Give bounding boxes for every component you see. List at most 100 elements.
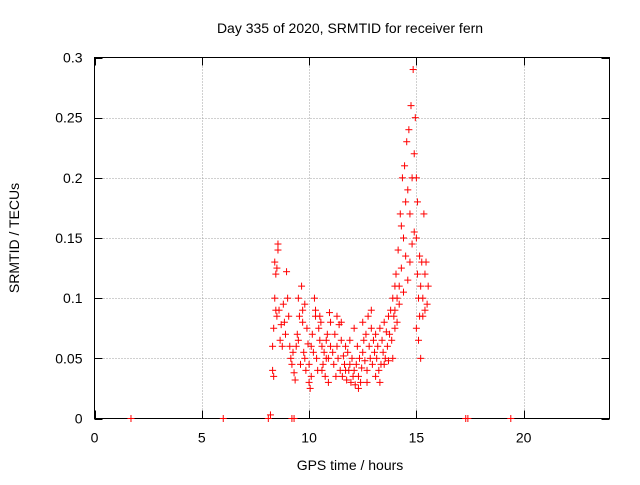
data-point — [391, 306, 399, 314]
data-point — [404, 186, 412, 194]
data-point — [391, 324, 399, 332]
data-point — [318, 366, 326, 374]
data-point — [423, 300, 431, 308]
data-point — [279, 300, 287, 308]
data-point — [329, 348, 337, 356]
data-point — [305, 360, 313, 368]
data-point — [276, 336, 284, 344]
data-point — [392, 270, 400, 278]
data-point — [330, 360, 338, 368]
data-point — [294, 294, 302, 302]
data-point — [291, 376, 299, 384]
data-point — [416, 252, 424, 260]
data-point — [333, 342, 341, 350]
data-point — [412, 174, 420, 182]
data-point — [331, 330, 339, 338]
data-point — [286, 342, 294, 350]
data-point — [359, 348, 367, 356]
data-point — [275, 306, 283, 314]
data-point — [271, 258, 279, 266]
data-point — [424, 282, 432, 290]
data-point — [404, 276, 412, 284]
x-tick-label: 0 — [91, 430, 99, 446]
data-point — [422, 258, 430, 266]
data-point — [266, 411, 274, 419]
data-point — [358, 364, 366, 372]
data-point — [322, 336, 330, 344]
data-point — [299, 318, 307, 326]
data-point — [295, 312, 303, 320]
y-tick-label: 0.3 — [63, 50, 83, 66]
data-point — [417, 282, 425, 290]
y-tick-label: 0.25 — [55, 110, 82, 126]
data-point — [264, 415, 272, 422]
data-point — [371, 348, 379, 356]
data-point — [290, 415, 298, 422]
data-point — [297, 360, 304, 368]
data-point — [298, 282, 306, 290]
data-point — [318, 342, 326, 350]
data-point — [369, 336, 377, 344]
data-point — [420, 210, 428, 218]
data-point — [403, 138, 411, 146]
data-point — [395, 300, 403, 308]
y-tick-label: 0.15 — [55, 230, 82, 246]
data-point — [400, 234, 407, 242]
data-point — [395, 282, 403, 290]
data-point — [410, 150, 418, 158]
data-point — [384, 357, 392, 365]
data-point — [396, 210, 404, 218]
data-point — [332, 372, 340, 380]
data-point — [367, 306, 375, 314]
data-point — [361, 357, 369, 365]
data-point — [315, 324, 323, 332]
data-point — [402, 252, 410, 260]
data-point — [310, 294, 318, 302]
data-point — [307, 372, 315, 380]
data-point — [411, 114, 419, 122]
data-point — [366, 354, 374, 362]
data-point — [406, 258, 414, 266]
data-point — [390, 312, 398, 320]
data-point — [393, 318, 401, 326]
data-point — [379, 348, 387, 356]
data-point — [406, 210, 414, 218]
data-point — [327, 342, 335, 350]
data-point — [300, 348, 308, 356]
data-point — [269, 342, 277, 350]
data-points — [127, 66, 515, 422]
data-point — [375, 366, 383, 374]
data-point — [363, 378, 371, 386]
data-point — [274, 246, 282, 254]
data-point — [374, 342, 382, 350]
data-point — [270, 372, 278, 380]
data-point — [354, 384, 362, 392]
x-axis-title: GPS time / hours — [297, 457, 404, 473]
data-point — [320, 348, 328, 356]
data-point — [309, 348, 317, 356]
data-point — [344, 348, 352, 356]
data-point — [316, 336, 324, 344]
data-point — [346, 336, 354, 344]
data-point — [364, 312, 372, 320]
data-point — [273, 264, 281, 272]
data-point — [219, 415, 227, 422]
data-point — [386, 330, 394, 338]
x-tick-label: 15 — [409, 430, 425, 446]
data-point — [289, 348, 297, 356]
data-point — [410, 228, 418, 236]
data-point — [389, 354, 397, 362]
data-point — [413, 198, 421, 206]
data-point — [362, 330, 370, 338]
data-point — [342, 342, 350, 350]
data-point — [367, 324, 375, 332]
data-point — [353, 342, 361, 350]
x-tick-label: 10 — [301, 430, 317, 446]
data-point — [408, 240, 416, 248]
data-point — [378, 336, 386, 344]
data-point — [308, 330, 316, 338]
data-point — [412, 234, 420, 242]
data-point — [398, 174, 406, 182]
data-point — [299, 306, 307, 314]
